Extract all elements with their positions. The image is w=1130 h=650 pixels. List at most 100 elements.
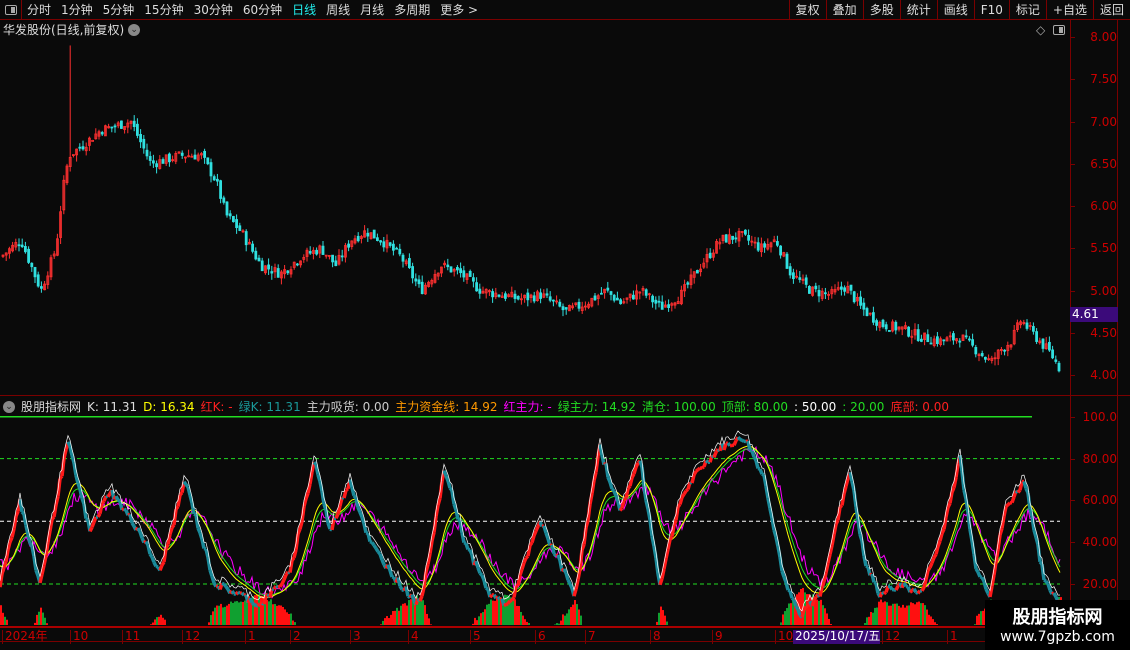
candle-body [936, 336, 939, 345]
toolbar-button[interactable]: +自选 [1045, 0, 1093, 20]
candle-body [724, 234, 728, 243]
histogram-bar [578, 609, 580, 625]
indicator-name[interactable]: 股朋指标网 [21, 400, 82, 414]
green-k-segment [230, 589, 236, 595]
histogram-bar [478, 616, 480, 625]
toolbar-button[interactable]: 统计 [899, 0, 937, 20]
period-tab[interactable]: 月线 [360, 3, 385, 17]
histogram-bar [214, 607, 216, 625]
red-k-segment [100, 500, 106, 505]
period-tab[interactable]: 60分钟 [242, 3, 283, 17]
candle-body [836, 287, 840, 290]
panel-toggle-icon[interactable] [1053, 25, 1066, 35]
candle-body [484, 288, 488, 294]
candle-body [241, 230, 245, 233]
red-k-segment [826, 554, 832, 564]
candle-body [139, 134, 143, 143]
green-k-segment [552, 552, 558, 558]
toolbar-button[interactable]: 画线 [936, 0, 974, 20]
candle-body [120, 120, 123, 129]
candle-body [1057, 362, 1061, 372]
toolbar-button[interactable]: 多股 [862, 0, 900, 20]
chevron-down-icon[interactable]: ⌄ [3, 400, 15, 413]
indicator-value: 红K: - [200, 400, 233, 414]
toolbar-button[interactable]: 叠加 [825, 0, 863, 20]
candle-body [577, 301, 581, 309]
red-k-segment [90, 521, 96, 528]
histogram-bar [870, 611, 872, 625]
candle-body [772, 239, 776, 243]
green-k-segment [562, 568, 568, 574]
green-k-segment [30, 546, 36, 557]
toolbar-button[interactable]: F10 [973, 0, 1009, 20]
diamond-icon[interactable]: ◇ [1036, 23, 1046, 37]
histogram-bar [894, 603, 896, 625]
period-tab[interactable]: 1分钟 [61, 3, 93, 17]
toolbar-button[interactable]: 标记 [1008, 0, 1046, 20]
candle-body [689, 274, 693, 286]
candle-body [929, 342, 933, 345]
red-k-segment [426, 553, 432, 565]
period-tab[interactable]: 日线 [292, 3, 317, 17]
candle-body [78, 146, 82, 149]
green-k-segment [860, 540, 866, 557]
red-k-segment [304, 492, 310, 500]
chevron-down-icon[interactable]: ⌄ [128, 23, 141, 36]
green-k-segment [253, 602, 257, 607]
candle-body [801, 278, 805, 281]
indicator-value: 绿主力: 14.92 [557, 400, 636, 414]
red-k-segment [164, 543, 170, 550]
green-k-segment [396, 577, 402, 587]
indicator-value: 绿K: 11.31 [238, 400, 301, 414]
green-k-segment [182, 480, 188, 486]
red-k-segment [618, 507, 624, 512]
time-label: 1 [245, 630, 256, 644]
histogram-bar [278, 605, 280, 625]
candle-body [904, 325, 907, 329]
green-k-segment [155, 564, 159, 569]
candle-body [811, 286, 814, 296]
toolbar-button[interactable]: 返回 [1092, 0, 1130, 20]
candle-body [43, 283, 46, 291]
histogram-bar [238, 602, 240, 625]
candle-body [1009, 344, 1013, 348]
period-tab[interactable]: 周线 [326, 3, 351, 17]
green-k-segment [206, 557, 212, 571]
red-k-segment [0, 573, 4, 588]
green-k-segment [652, 546, 658, 559]
period-tab[interactable]: 分时 [27, 3, 52, 17]
red-k-segment [628, 477, 634, 487]
histogram-bar [400, 605, 402, 625]
candle-body [590, 297, 594, 307]
period-tab[interactable]: 5分钟 [102, 3, 135, 17]
period-tab[interactable]: 15分钟 [144, 3, 184, 17]
candle-body [372, 229, 376, 239]
red-k-segment [722, 442, 728, 451]
red-k-segment [580, 544, 586, 551]
red-k-segment [692, 470, 698, 476]
red-k-segment [432, 516, 438, 533]
candle-body [116, 122, 120, 127]
layout-toggle-button[interactable] [0, 0, 22, 20]
chart-canvas[interactable] [0, 0, 1070, 626]
candle-body [107, 126, 110, 129]
green-k-segment [784, 581, 790, 591]
candle-body [366, 232, 370, 237]
green-k-segment [880, 590, 886, 596]
toolbar-button[interactable]: 复权 [788, 0, 826, 20]
candle-body [100, 132, 104, 135]
green-k-segment [654, 557, 660, 575]
period-tab[interactable]: 30分钟 [193, 3, 233, 17]
green-k-segment [356, 506, 362, 514]
candle-body [427, 281, 431, 287]
green-k-segment [136, 527, 142, 533]
histogram-bar [912, 603, 914, 625]
period-tab[interactable]: 多周期 [394, 3, 431, 17]
histogram-bar [512, 597, 514, 625]
histogram-bar [524, 619, 526, 625]
candle-body [334, 260, 338, 267]
period-tab[interactable]: 更多 > [440, 3, 479, 17]
green-k-segment [144, 540, 150, 546]
candle-body [7, 248, 11, 254]
candle-body [1012, 329, 1016, 345]
